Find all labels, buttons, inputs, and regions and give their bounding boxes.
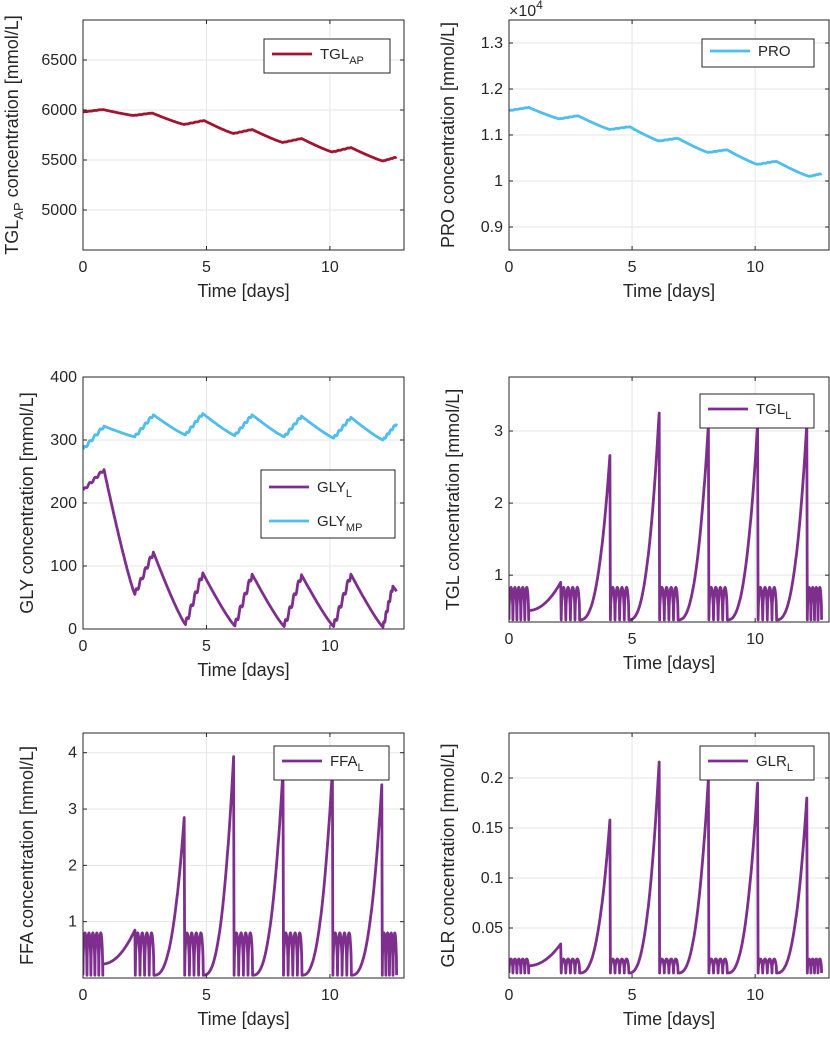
- axes-box: [82, 19, 405, 251]
- x-axis-label: Time [days]: [197, 281, 289, 301]
- x-tick-label: 10: [321, 987, 339, 1004]
- y-tick-label: 100: [50, 558, 77, 575]
- x-tick-label: 0: [505, 631, 514, 648]
- y-tick-label: 0.2: [481, 770, 503, 787]
- legend-box: [699, 745, 815, 781]
- legend-entry: GLYL: [317, 479, 352, 500]
- x-tick-label: 5: [628, 987, 637, 1004]
- y-tick-label: 0.1: [481, 870, 503, 887]
- x-axis-label: Time [days]: [623, 281, 715, 301]
- x-tick-label: 5: [202, 987, 211, 1004]
- legend-box: [273, 745, 390, 781]
- y-tick-label: 0.15: [472, 820, 503, 837]
- x-axis-label: Time [days]: [197, 1009, 289, 1029]
- legend-entry: PRO: [758, 43, 791, 60]
- y-tick-label: 300: [50, 432, 77, 449]
- legend-entry: GLRL: [756, 753, 793, 774]
- y-tick-label: 1: [68, 914, 77, 931]
- x-tick-label: 10: [746, 259, 764, 276]
- legend: PRO: [701, 38, 815, 68]
- y-axis-label: PRO concentration [mmol/L]: [438, 22, 458, 248]
- x-tick-label: 5: [628, 259, 637, 276]
- x-tick-label: 0: [79, 259, 88, 276]
- legend-entry: TGLL: [756, 401, 791, 422]
- y-axis-label: GLY concentration [mmol/L]: [17, 392, 37, 613]
- legend-entry: FFAL: [330, 753, 364, 774]
- chart-panel-tgl: 0 5 10 1 2 3 Time [days] TGL concentration [mmo…: [443, 376, 830, 673]
- x-tick-label: 0: [79, 638, 88, 655]
- y-tick-label: 1.2: [481, 81, 503, 98]
- y-tick-label: 400: [50, 369, 77, 386]
- y-tick-label: 3: [494, 423, 503, 440]
- y-axis-label: FFA concentration [mmol/L]: [17, 746, 37, 965]
- axis-exponent-label: ×104: [509, 0, 543, 20]
- y-tick-label: 6500: [41, 52, 77, 69]
- y-axis-label: TGLAP concentration [mmol/L]: [2, 15, 26, 254]
- chart-panel-pro: 0 5 10 0.9 1 1.1 1.2 1.3 Time [days] PRO concentr…: [438, 0, 830, 301]
- axes-box: [508, 376, 830, 623]
- legend: FFAL: [273, 745, 390, 781]
- y-axis-label: GLR concentration [mmol/L]: [438, 743, 458, 967]
- x-tick-label: 10: [321, 259, 339, 276]
- y-tick-label: 1.1: [481, 127, 503, 144]
- x-axis-label: Time [days]: [623, 653, 715, 673]
- legend: GLRL: [699, 745, 815, 781]
- chart-panel-ffa: 0 5 10 1 2 3 4 Time [days] FFA concentration [mm…: [17, 732, 405, 1029]
- y-tick-label: 5000: [41, 202, 77, 219]
- series-line-glr-0: [509, 760, 823, 975]
- y-tick-label: 5500: [41, 152, 77, 169]
- series-line-pro-0: [509, 106, 823, 178]
- y-tick-label: 0: [68, 621, 77, 638]
- legend-box: [263, 38, 391, 74]
- y-tick-label: 2: [68, 857, 77, 874]
- y-tick-label: 200: [50, 495, 77, 512]
- x-tick-label: 10: [746, 987, 764, 1004]
- y-axis-label: TGL concentration [mmol/L]: [443, 389, 463, 610]
- y-tick-label: 3: [68, 801, 77, 818]
- x-tick-label: 5: [628, 631, 637, 648]
- y-tick-label: 1: [494, 173, 503, 190]
- legend: GLYL GLYMP: [260, 469, 396, 539]
- legend-entry: TGLAP: [320, 46, 364, 67]
- legend-box: [701, 38, 815, 68]
- series-line-tgl-0: [509, 411, 823, 622]
- y-tick-label: 2: [494, 495, 503, 512]
- y-tick-label: 0.05: [472, 920, 503, 937]
- y-tick-label: 4: [68, 745, 77, 762]
- chart-panel-tglap: 0 5 10 5000 5500 6000 6500 Time [days] TGLAP con…: [2, 15, 405, 301]
- y-tick-label: 0.9: [481, 219, 503, 236]
- x-tick-label: 10: [321, 638, 339, 655]
- x-axis-label: Time [days]: [197, 660, 289, 680]
- x-tick-label: 0: [79, 987, 88, 1004]
- y-tick-label: 1.3: [481, 35, 503, 52]
- legend-entry: GLYMP: [317, 513, 362, 534]
- x-axis-label: Time [days]: [623, 1009, 715, 1029]
- series-line-tglap-0: [83, 108, 398, 163]
- legend: TGLAP: [263, 38, 391, 74]
- x-tick-label: 10: [746, 631, 764, 648]
- legend-box: [260, 469, 396, 539]
- x-tick-label: 0: [505, 259, 514, 276]
- axes-box: [82, 732, 405, 979]
- axes-box: [508, 732, 830, 979]
- series-line-gly-1: [83, 412, 398, 450]
- series-line-ffa-0: [83, 755, 398, 977]
- y-tick-label: 6000: [41, 102, 77, 119]
- y-tick-label: 1: [494, 567, 503, 584]
- x-tick-label: 0: [505, 987, 514, 1004]
- x-tick-label: 5: [202, 259, 211, 276]
- chart-panel-glr: 0 5 10 0.05 0.1 0.15 0.2 Time [days] GLR concent…: [438, 732, 830, 1029]
- legend-box: [699, 393, 815, 429]
- x-tick-label: 5: [202, 638, 211, 655]
- series-line-gly-0: [83, 468, 398, 629]
- legend: TGLL: [699, 393, 815, 429]
